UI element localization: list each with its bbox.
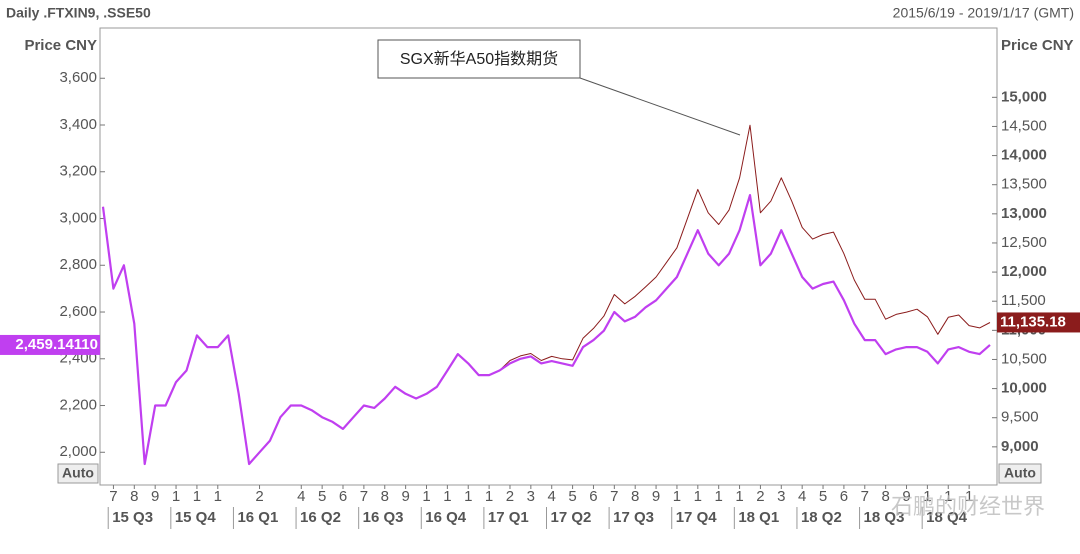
x-tick-label: 9 xyxy=(902,488,910,505)
scale-button[interactable] xyxy=(57,463,99,484)
y-tick-label: 2,800 xyxy=(59,256,97,273)
quarter-label: 15 Q3 xyxy=(112,509,153,526)
x-tick-label: 9 xyxy=(401,488,409,505)
annotation: SGX新华A50指数期货 xyxy=(400,50,558,68)
quarter-label: 16 Q4 xyxy=(425,509,467,526)
x-tick-label: 3 xyxy=(777,488,785,505)
y2-tick-label: 12,500 xyxy=(1001,234,1047,251)
last-value-label: 2,459.14110 xyxy=(15,336,98,353)
x-tick-label: 1 xyxy=(214,488,222,505)
y2-tick-label: 11,500 xyxy=(1001,292,1046,309)
x-tick-label: 4 xyxy=(548,488,556,505)
annotation-line xyxy=(579,77,741,136)
scale-button-label: Auto xyxy=(1004,465,1036,481)
y2-tick-label: 14,500 xyxy=(1001,117,1047,134)
y-tick-label: 3,600 xyxy=(59,69,97,86)
y-axis-label: Price CNY xyxy=(24,37,97,54)
x-tick-label: 5 xyxy=(568,488,576,505)
x-tick-label: 1 xyxy=(485,488,493,505)
quarter-label: 18 Q1 xyxy=(738,509,779,526)
y2-tick-label: 10,500 xyxy=(1001,350,1047,367)
y2-tick-label: 9,000 xyxy=(1001,438,1039,455)
x-tick-label: 8 xyxy=(631,488,639,505)
x-tick-label: 5 xyxy=(318,488,326,505)
x-tick-label: 7 xyxy=(109,488,117,505)
x-tick-label: 7 xyxy=(360,488,368,505)
last-value-tag xyxy=(0,334,100,355)
quarter-label: 16 Q3 xyxy=(363,509,404,526)
x-tick-label: 1 xyxy=(422,488,430,505)
x-tick-label: 6 xyxy=(589,488,597,505)
chart-title: Daily .FTXIN9, .SSE50 xyxy=(6,5,151,21)
y2-tick-label: 9,500 xyxy=(1001,409,1039,426)
quarter-label: 18 Q4 xyxy=(926,509,968,526)
x-tick-label: 4 xyxy=(798,488,806,505)
y2-tick-label: 12,000 xyxy=(1001,263,1047,280)
x-tick-label: 1 xyxy=(193,488,201,505)
x-tick-label: 9 xyxy=(652,488,660,505)
annotation-box xyxy=(377,39,581,79)
watermark: 石鹏的财经世界 xyxy=(891,494,1045,519)
quarter-label: 16 Q2 xyxy=(300,509,341,526)
x-tick-label: 1 xyxy=(464,488,472,505)
x-tick-label: 1 xyxy=(694,488,702,505)
quarter-label: 16 Q1 xyxy=(237,509,278,526)
chart-subtitle: 2015/6/19 - 2019/1/17 (GMT) xyxy=(893,5,1074,21)
quarter-label: 15 Q4 xyxy=(175,509,217,526)
x-tick-label: 1 xyxy=(923,488,931,505)
x-tick-label: 6 xyxy=(339,488,347,505)
x-tick-label: 1 xyxy=(673,488,681,505)
scale-button[interactable] xyxy=(998,463,1042,484)
quarter-label: 17 Q4 xyxy=(676,509,718,526)
last-value-tag xyxy=(997,312,1080,333)
x-tick-label: 2 xyxy=(255,488,263,505)
y-tick-label: 2,200 xyxy=(59,396,97,413)
y2-tick-label: 13,500 xyxy=(1001,176,1047,193)
series-line xyxy=(101,194,991,466)
x-tick-label: 8 xyxy=(381,488,389,505)
quarter-label: 17 Q2 xyxy=(551,509,592,526)
x-tick-label: 2 xyxy=(756,488,764,505)
quarter-label: 17 Q3 xyxy=(613,509,654,526)
scale-button-label: Auto xyxy=(62,465,94,481)
y2-tick-label: 13,000 xyxy=(1001,205,1047,222)
quarter-label: 18 Q3 xyxy=(864,509,905,526)
x-tick-label: 1 xyxy=(715,488,723,505)
y-tick-label: 3,400 xyxy=(59,116,97,133)
y2-axis-label: Price CNY xyxy=(1001,37,1074,54)
x-tick-label: 9 xyxy=(151,488,159,505)
x-tick-label: 7 xyxy=(861,488,869,505)
y-tick-label: 3,000 xyxy=(59,209,97,226)
x-tick-label: 5 xyxy=(819,488,827,505)
x-tick-label: 1 xyxy=(172,488,180,505)
x-tick-label: 7 xyxy=(610,488,618,505)
x-tick-label: 4 xyxy=(297,488,305,505)
x-tick-label: 6 xyxy=(840,488,848,505)
y2-tick-label: 15,000 xyxy=(1001,88,1047,105)
y2-tick-label: 14,000 xyxy=(1001,147,1047,164)
x-tick-label: 8 xyxy=(130,488,138,505)
quarter-label: 18 Q2 xyxy=(801,509,842,526)
quarter-label: 17 Q1 xyxy=(488,509,529,526)
x-tick-label: 1 xyxy=(443,488,451,505)
x-tick-label: 1 xyxy=(944,488,952,505)
plot-frame xyxy=(99,27,998,486)
last-value-label: 11,135.18 xyxy=(1000,313,1066,330)
x-tick-label: 3 xyxy=(527,488,535,505)
x-tick-label: 1 xyxy=(735,488,743,505)
y2-tick-label: 10,000 xyxy=(1001,380,1047,397)
y-tick-label: 2,000 xyxy=(59,443,97,460)
x-tick-label: 1 xyxy=(965,488,973,505)
y-tick-label: 3,200 xyxy=(59,163,97,180)
x-tick-label: 2 xyxy=(506,488,514,505)
y-tick-label: 2,600 xyxy=(59,303,97,320)
x-tick-label: 8 xyxy=(881,488,889,505)
